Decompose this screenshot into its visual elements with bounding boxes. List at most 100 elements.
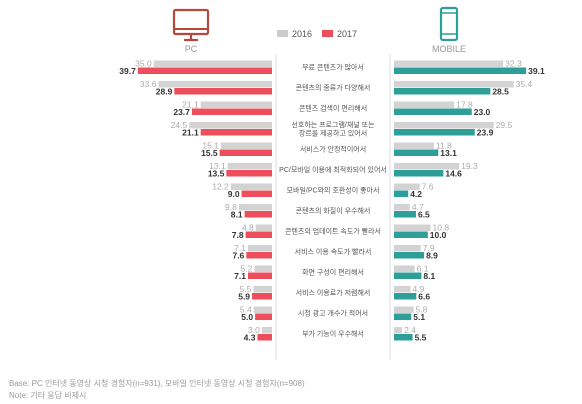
category-label: 콘텐츠의 업데이트 속도가 빨라서 (285, 227, 381, 236)
mobile-bar-2017 (394, 231, 428, 238)
category-label-line: 장르를 제공하고 있어서 (299, 129, 367, 138)
pc-value-2016: 5.2 (241, 264, 253, 274)
pc-value-2017: 7.8 (232, 230, 244, 240)
mobile-value-2016: 6.1 (417, 264, 429, 274)
pc-bar-2016 (238, 204, 272, 211)
pc-bar-2016 (227, 163, 272, 170)
mobile-value-2016: 35.4 (516, 79, 533, 89)
category-label: 서비스 이용 속도가 빨라서 (295, 247, 372, 256)
pc-value-2016: 4.8 (242, 223, 254, 233)
mobile-bar-2016 (394, 204, 410, 211)
mobile-bar-2016 (394, 306, 414, 313)
pc-value-2017: 7.1 (234, 271, 246, 281)
pc-bar-2017 (137, 67, 272, 74)
mobile-value-2017: 23.0 (474, 107, 491, 117)
mobile-bar-2017 (394, 252, 425, 259)
pc-value-2017: 7.6 (232, 251, 244, 261)
mobile-value-2017: 39.1 (528, 66, 545, 76)
legend-swatch-2017 (322, 30, 333, 37)
pc-bar-2017 (245, 231, 272, 238)
pc-value-2016: 5.5 (240, 284, 252, 294)
mobile-bar-2016 (394, 60, 504, 67)
mobile-value-2017: 5.1 (413, 312, 425, 322)
mobile-bar-2017 (394, 211, 416, 218)
mobile-bar-2016 (394, 101, 455, 108)
mobile-bar-2017 (394, 67, 527, 74)
category-label: 서비스가 안정적이어서 (300, 145, 366, 154)
mobile-bar-2016 (394, 327, 403, 334)
mobile-bar-2016 (394, 142, 434, 149)
pc-bar-2017 (226, 170, 272, 177)
mobile-bar-2017 (394, 313, 412, 320)
mobile-value-2016: 32.3 (505, 59, 522, 69)
mobile-bar-2016 (394, 286, 411, 293)
category-label: 시청 광고 개수가 적어서 (298, 309, 368, 318)
pc-bar-2016 (253, 286, 272, 293)
mobile-value-2017: 6.5 (418, 210, 430, 220)
mobile-bar-2016 (394, 81, 514, 88)
pc-bar-2016 (230, 183, 272, 190)
pc-value-2016: 13.1 (209, 161, 226, 171)
mobile-bar-2017 (394, 272, 422, 279)
mobile-bar-2016 (394, 163, 460, 170)
pc-bar-2016 (255, 224, 272, 231)
category-label: 무료 콘텐츠가 많아서 (302, 63, 364, 72)
pc-bar-2017 (200, 129, 272, 136)
pc-value-2017: 8.1 (231, 210, 243, 220)
mobile-bar-2017 (394, 170, 444, 177)
pc-bar-2017 (255, 313, 272, 320)
pc-value-2016: 7.1 (234, 243, 246, 253)
mobile-value-2016: 5.8 (416, 305, 428, 315)
pc-value-2017: 23.7 (173, 107, 190, 117)
pc-value-2017: 28.9 (156, 87, 173, 97)
pc-bar-2017 (246, 252, 272, 259)
mobile-bar-2017 (394, 108, 472, 115)
mobile-value-2016: 19.3 (461, 161, 478, 171)
mobile-bar-2016 (394, 183, 420, 190)
pc-value-2017: 39.7 (119, 66, 136, 76)
category-label: 서비스 이용료가 저렴해서 (296, 288, 371, 297)
mobile-value-2017: 23.9 (477, 128, 494, 138)
pc-value-2016: 35.0 (135, 59, 152, 69)
pc-value-2016: 5.4 (240, 305, 252, 315)
category-label: 콘텐츠의 종류가 다양해서 (296, 83, 371, 92)
pc-value-2016: 9.8 (225, 202, 237, 212)
mobile-panel-label: MOBILE (432, 44, 466, 54)
bars-layer: 35.039.7 32.3 39.1 무료 콘텐츠가 많아서 33.628.9 35.4 2… (119, 59, 545, 343)
mobile-value-2017: 8.9 (426, 251, 438, 261)
mobile-bar-2016 (394, 245, 421, 252)
pc-bar-2017 (191, 108, 272, 115)
pc-value-2017: 21.1 (182, 128, 199, 138)
pc-panel-label: PC (185, 44, 198, 54)
footnote: Note: 기타 응답 비제시 (9, 391, 87, 400)
pc-bar-2016 (254, 265, 272, 272)
category-label: 선호하는 프로그램/채널 또는 장르를 제공하고 있어서 (291, 120, 375, 138)
smartphone-icon (439, 6, 459, 42)
mobile-value-2016: 29.5 (496, 120, 513, 130)
pc-value-2016: 15.1 (202, 141, 219, 151)
pc-bar-2017 (257, 334, 272, 341)
mobile-value-2017: 4.2 (410, 189, 422, 199)
mobile-value-2016: 4.9 (413, 284, 425, 294)
mobile-value-2017: 14.6 (445, 169, 462, 179)
legend: 2016 2017 (277, 29, 357, 39)
pc-value-2016: 24.5 (171, 120, 188, 130)
pc-bar-2017 (174, 88, 272, 95)
legend-label-2016: 2016 (292, 29, 312, 39)
legend-swatch-2016 (277, 30, 288, 37)
mobile-value-2016: 7.6 (422, 182, 434, 192)
pc-value-2016: 12.2 (212, 182, 229, 192)
pc-bar-2017 (241, 190, 272, 197)
mobile-value-2016: 7.9 (423, 243, 435, 253)
pc-bar-2016 (189, 122, 272, 129)
pc-bar-2016 (261, 327, 272, 334)
mobile-value-2017: 5.5 (415, 333, 427, 343)
mobile-bar-2017 (394, 190, 409, 197)
mobile-value-2017: 28.5 (492, 87, 509, 97)
pc-value-2016: 21.1 (182, 100, 199, 110)
pc-value-2017: 5.9 (238, 292, 250, 302)
category-label: 모바일/PC와의 호환성이 좋아서 (287, 186, 380, 195)
mobile-bar-2017 (394, 88, 491, 95)
mobile-value-2017: 10.0 (430, 230, 447, 240)
category-label: PC/모바일 이용에 최적화되어 있어서 (279, 165, 387, 174)
